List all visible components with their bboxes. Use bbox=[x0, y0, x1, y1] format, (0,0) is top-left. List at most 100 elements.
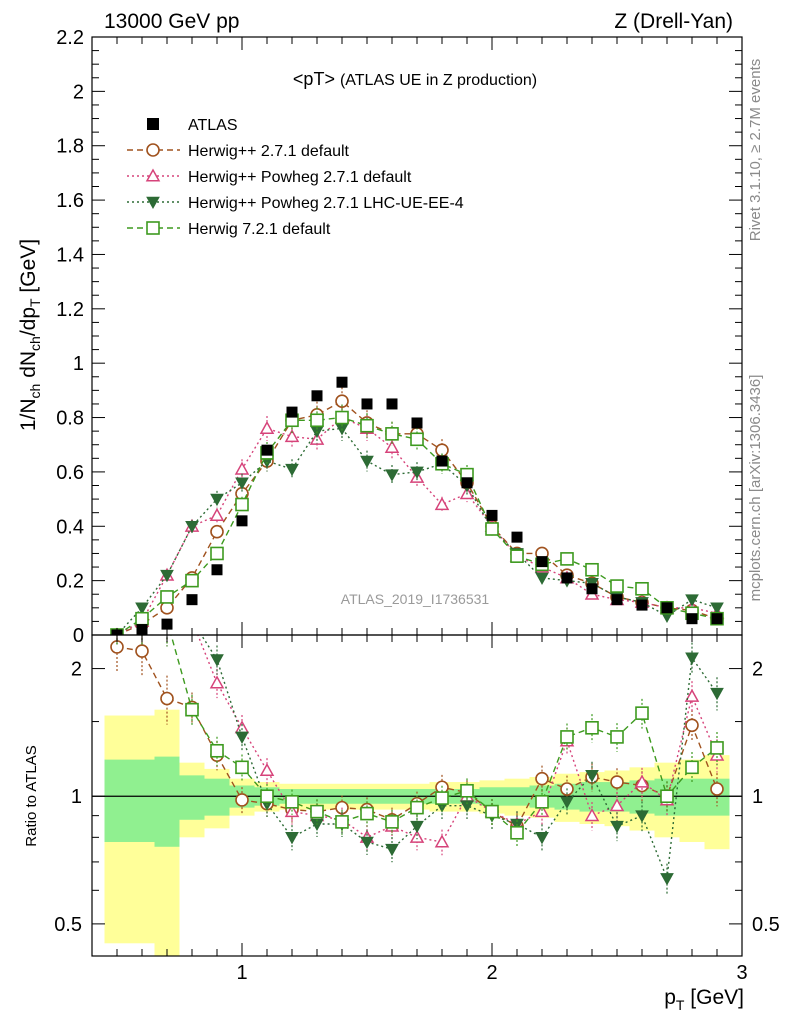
data-point bbox=[511, 531, 523, 543]
legend-entry: Herwig++ Powheg 2.7.1 default bbox=[127, 168, 412, 186]
ratio-point bbox=[410, 820, 424, 834]
ratio-point bbox=[584, 808, 600, 822]
series-point bbox=[335, 394, 349, 409]
ratio-y-tick-label: 1 bbox=[71, 786, 82, 808]
ratio-point bbox=[235, 793, 249, 807]
ratio-point bbox=[111, 614, 123, 626]
series-point bbox=[410, 432, 424, 447]
series-point bbox=[160, 590, 174, 604]
series-point bbox=[234, 461, 250, 475]
ratio-point bbox=[385, 815, 399, 829]
y-tick-label: 0.6 bbox=[56, 462, 84, 484]
ratio-point bbox=[485, 804, 499, 819]
ratio-point bbox=[685, 718, 699, 733]
ratio-point bbox=[710, 782, 724, 796]
data-point bbox=[411, 417, 423, 429]
ratio-point bbox=[535, 795, 549, 809]
series-point bbox=[384, 439, 400, 453]
series-point bbox=[259, 420, 275, 434]
series-point bbox=[160, 569, 174, 583]
rivet-label: Rivet 3.1.10, ≥ 2.7M events bbox=[747, 59, 764, 242]
ratio-point bbox=[360, 836, 374, 850]
series-point bbox=[685, 594, 699, 607]
data-point bbox=[661, 602, 673, 614]
ratio-point bbox=[310, 804, 324, 819]
ratio-point bbox=[635, 810, 649, 823]
x-tick-label: 3 bbox=[736, 962, 747, 984]
ratio-point bbox=[210, 654, 224, 667]
ratio-point bbox=[609, 798, 625, 812]
series-point bbox=[335, 410, 349, 425]
series-point bbox=[610, 579, 624, 593]
y-tick-label: 0 bbox=[73, 625, 84, 647]
series-point bbox=[360, 418, 374, 433]
ratio-point bbox=[635, 706, 649, 720]
ratio-point bbox=[410, 800, 424, 815]
ratio-point bbox=[259, 762, 275, 777]
ratio-point bbox=[285, 832, 299, 845]
legend-label: Herwig++ Powheg 2.7.1 LHC-UE-EE-4 bbox=[188, 195, 464, 212]
header-left: 13000 GeV pp bbox=[104, 10, 239, 33]
data-point bbox=[461, 477, 473, 489]
y-tick-label: 2.2 bbox=[56, 27, 84, 49]
series-point bbox=[209, 507, 225, 521]
legend-entry: Herwig 7.2.1 default bbox=[127, 221, 331, 238]
y-tick-label: 0.2 bbox=[56, 571, 84, 593]
data-point bbox=[711, 613, 723, 625]
ratio-point bbox=[634, 774, 650, 788]
ratio-point bbox=[560, 796, 574, 809]
ratio-point bbox=[209, 675, 225, 689]
series-point bbox=[185, 573, 199, 588]
ratio-y-tick-label-right: 2 bbox=[752, 659, 763, 681]
ratio-point bbox=[510, 825, 524, 840]
data-point bbox=[611, 594, 623, 606]
ratio-point bbox=[210, 743, 224, 758]
ratio-band-inner bbox=[129, 759, 155, 842]
ratio-y-tick-label: 0.5 bbox=[54, 914, 82, 936]
ratio-point bbox=[234, 720, 250, 734]
ratio-point bbox=[685, 652, 699, 665]
series-point bbox=[135, 611, 149, 626]
legend-marker bbox=[147, 118, 159, 130]
y-tick-label: 1.2 bbox=[56, 299, 84, 321]
y-tick-label: 2 bbox=[73, 81, 84, 103]
x-axis-label: pT [GeV] bbox=[664, 986, 744, 1013]
legend-label: Herwig++ Powheg 2.7.1 default bbox=[188, 169, 412, 186]
main-panel: 0 0.2 0.4 0.6 0.8 1 1.2 1.4 1.6 1.8 2 2.2 <pT> (ATL… bbox=[56, 27, 743, 647]
ratio-point bbox=[685, 760, 699, 775]
ratio-band-inner bbox=[679, 778, 705, 816]
ratio-point bbox=[610, 820, 624, 834]
data-point bbox=[311, 390, 323, 402]
ratio-point bbox=[610, 730, 624, 744]
ratio-point bbox=[111, 614, 123, 625]
data-point bbox=[186, 594, 198, 606]
ratio-point bbox=[684, 688, 700, 702]
data-point bbox=[386, 398, 398, 410]
series-point bbox=[585, 562, 599, 577]
series-point bbox=[135, 602, 149, 615]
data-point bbox=[336, 376, 348, 388]
ratio-point bbox=[285, 795, 299, 809]
series-point bbox=[285, 463, 299, 477]
ratio-point bbox=[585, 721, 599, 735]
legend-entry: Herwig++ 2.7.1 default bbox=[127, 143, 350, 160]
ratio-point bbox=[160, 691, 174, 706]
ratio-point bbox=[235, 760, 249, 775]
series-point bbox=[560, 552, 574, 566]
ratio-point bbox=[610, 775, 624, 789]
ratio-point bbox=[409, 829, 425, 843]
ratio-band-inner bbox=[154, 756, 180, 847]
series-point bbox=[210, 546, 224, 561]
y-tick-label: 1 bbox=[73, 353, 84, 375]
ratio-point bbox=[434, 834, 450, 848]
y-tick-label: 1.4 bbox=[56, 244, 84, 266]
ratio-point bbox=[710, 687, 724, 701]
data-point bbox=[586, 583, 598, 595]
ratio-point bbox=[111, 615, 123, 626]
legend-label: Herwig++ 2.7.1 default bbox=[188, 143, 350, 160]
data-point bbox=[436, 455, 448, 467]
ratio-band-inner bbox=[179, 775, 205, 820]
data-point bbox=[561, 572, 573, 584]
ratio-point bbox=[660, 789, 674, 804]
